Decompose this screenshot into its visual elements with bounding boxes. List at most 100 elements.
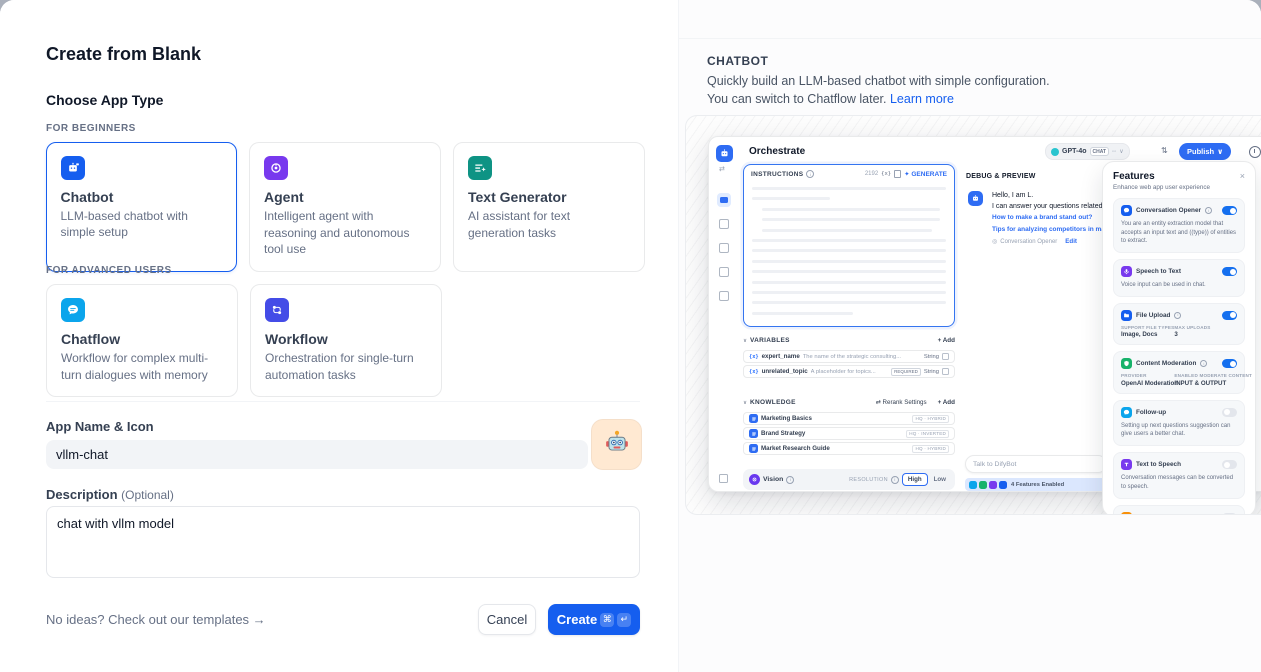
generate-button: ✦ GENERATE (904, 171, 947, 178)
index-mode-badge: HQ · INVERTED (906, 429, 949, 438)
speech-mini-icon (989, 480, 997, 489)
app-type-card-text-generator[interactable]: Text Generator AI assistant for text gen… (453, 142, 645, 272)
feature-card-citations: Citations and Attributions Show source d… (1113, 504, 1245, 514)
features-title: Features (1113, 171, 1155, 182)
instructions-title: INSTRUCTIONS (751, 170, 804, 178)
selected-type-description: Quickly build an LLM-based chatbot with … (707, 74, 1050, 107)
chevron-down-icon: ∨ (743, 337, 748, 344)
app-type-card-workflow[interactable]: Workflow Orchestration for single-turn a… (250, 284, 442, 398)
quote-icon (1121, 511, 1132, 514)
toggle-on (1222, 359, 1237, 369)
close-icon: × (1239, 171, 1245, 181)
annotations-nav-icon (717, 265, 731, 279)
chevron-down-icon: ∨ (1217, 147, 1224, 156)
required-badge: REQUIRED (891, 367, 921, 376)
edit-link: Edit (1065, 238, 1077, 245)
section-divider (46, 401, 640, 402)
knowledge-header: ∨ KNOWLEDGE ⇄ Rerank Settings + Add (743, 399, 955, 406)
opener-icon: ◎ (992, 239, 998, 245)
app-type-desc: Workflow for complex multi-turn dialogue… (61, 351, 209, 382)
conversation-opener-row: ◎ Conversation Opener Edit (992, 238, 1077, 245)
microphone-icon (1121, 266, 1132, 278)
enter-key-icon: ↵ (617, 612, 632, 627)
app-type-card-chatbot[interactable]: Chatbot LLM-based chatbot with simple se… (46, 142, 237, 272)
toggle-on (1222, 206, 1237, 215)
toggle-on (1222, 310, 1237, 320)
optional-hint: (Optional) (121, 488, 174, 502)
app-type-card-agent[interactable]: Agent Intelligent agent with reasoning a… (249, 142, 441, 272)
knowledge-row: Marketing Basics HQ · HYBRID (743, 412, 955, 425)
preview-illustration: ⇄ Orchestrate GPT-4o CHAT ◦◦ ∨ ⇅ (685, 115, 1261, 515)
agent-icon (264, 156, 288, 180)
index-mode-badge: HQ · HYBRID (912, 444, 949, 453)
app-type-card-chatflow[interactable]: Chatflow Workflow for complex multi-turn… (46, 284, 238, 398)
app-type-desc: AI assistant for text generation tasks (468, 209, 571, 240)
knowledge-row: Brand Strategy HQ · INVERTED (743, 427, 955, 440)
info-icon (1174, 311, 1182, 319)
robot-emoji-icon (603, 428, 631, 461)
variable-row: {x} unrelated_topic A placeholder for to… (743, 365, 955, 378)
choose-app-type-label: Choose App Type (46, 92, 164, 108)
opener-mini-icon (969, 480, 977, 489)
chatflow-icon (61, 298, 85, 322)
publish-button: Publish ∨ (1179, 143, 1232, 160)
prompt-skeleton (744, 181, 954, 328)
feature-card-text-to-speech: Text to Speech Conversation messages can… (1113, 452, 1245, 499)
debug-preview-title: DEBUG & PREVIEW (966, 173, 1036, 180)
variable-type-icon (942, 353, 949, 360)
cancel-button[interactable]: Cancel (478, 604, 536, 635)
features-panel: Features × Enhance web app user experien… (1102, 161, 1256, 514)
info-icon (786, 475, 795, 484)
model-name: GPT-4o (1062, 148, 1087, 155)
model-params-icons: ◦◦ (1112, 148, 1117, 155)
preview-nav-icon (717, 217, 731, 231)
app-type-label: Text Generator (468, 189, 567, 205)
section-for-advanced-users: FOR ADVANCED USERS (46, 265, 172, 276)
feature-card-follow-up: Follow-up Setting up next questions sugg… (1113, 399, 1245, 447)
mini-sidebar: ⇄ (709, 137, 739, 491)
copy-icon (894, 170, 902, 178)
model-provider-icon (1051, 147, 1059, 156)
model-selector: GPT-4o CHAT ◦◦ ∨ (1045, 143, 1130, 160)
feature-card-file-upload: File Upload SUPPORT FILE TYPES Image, Do… (1113, 302, 1245, 346)
create-button[interactable]: Create ⌘ ↵ (548, 604, 640, 635)
text-generator-icon (468, 156, 492, 180)
resolution-low-option: Low (933, 476, 946, 483)
info-icon (890, 475, 899, 484)
add-knowledge-button: + Add (937, 399, 955, 406)
settings-nav-icon (717, 289, 731, 303)
knowledge-row: Market Research Guide HQ · HYBRID (743, 442, 955, 455)
info-icon (1200, 360, 1208, 368)
advanced-app-type-row: Chatflow Workflow for complex multi-turn… (46, 284, 442, 398)
suggested-question: Tips for analyzing competitors in market (992, 226, 1117, 233)
create-form-pane: Create from Blank Choose App Type FOR BE… (46, 44, 645, 635)
app-name-input[interactable] (46, 440, 588, 469)
app-icon-picker-button[interactable] (591, 419, 642, 470)
tune-icon: ⇅ (1161, 146, 1168, 155)
bot-avatar-icon (968, 191, 983, 206)
vision-eye-icon (749, 474, 760, 485)
document-icon (749, 414, 758, 423)
shield-icon (1121, 358, 1132, 370)
rerank-settings-button: ⇄ Rerank Settings (875, 399, 927, 406)
toggle-off (1222, 460, 1237, 470)
orchestrate-title: Orchestrate (749, 146, 806, 157)
document-icon (749, 429, 758, 438)
sidebar-bottom-icon (719, 474, 728, 483)
folder-icon (1121, 309, 1132, 321)
learn-more-link[interactable]: Learn more (889, 92, 954, 107)
info-icon (1205, 207, 1212, 214)
cmd-key-icon: ⌘ (600, 612, 615, 627)
app-type-label: Agent (264, 189, 304, 205)
follow-up-icon (1121, 406, 1132, 418)
description-textarea[interactable]: chat with vllm model (46, 506, 640, 578)
document-icon (749, 444, 758, 453)
section-for-beginners: FOR BEGINNERS (46, 123, 136, 134)
toggle-off (1222, 407, 1237, 417)
description-label: Description (Optional) (46, 487, 174, 502)
chevron-down-icon: ∨ (1119, 149, 1124, 155)
resolution-high-option: High (901, 473, 928, 486)
vision-bar: Vision RESOLUTION High Low (743, 469, 955, 490)
templates-link[interactable]: No ideas? Check out our templates → (46, 612, 266, 627)
